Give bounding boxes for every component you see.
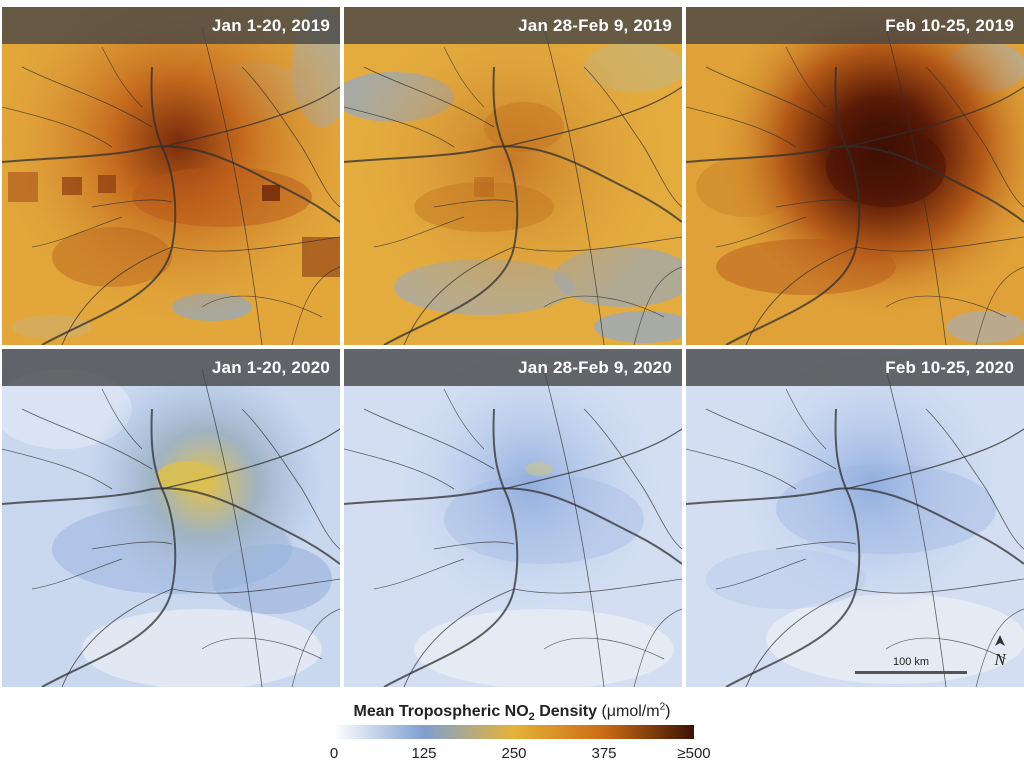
north-symbol: N xyxy=(993,650,1007,669)
map-panel-jan1-20-2020: Jan 1-20, 2020 xyxy=(2,349,340,687)
legend-unit-sup: 2 xyxy=(659,702,666,713)
no2-map xyxy=(2,349,340,687)
panel-label-bar: Jan 28-Feb 9, 2019 xyxy=(344,7,682,44)
no2-map xyxy=(2,7,340,345)
legend-tick-label: 0 xyxy=(329,745,339,762)
scale-bar-label: 100 km xyxy=(892,656,930,668)
north-arrow-icon: N xyxy=(993,635,1007,669)
legend-tick-label: ≥500 xyxy=(677,745,711,762)
panel-label-bar: Jan 1-20, 2020 xyxy=(2,349,340,386)
legend-tick-label: 125 xyxy=(411,745,437,762)
legend-title: Mean Tropospheric NO2 Density (μmol/m2) xyxy=(0,702,1024,724)
no2-map xyxy=(344,349,682,687)
no2-map xyxy=(344,7,682,345)
legend-title-rest: Density xyxy=(534,703,602,721)
legend-unit-close: ) xyxy=(665,703,671,721)
no2-map xyxy=(686,349,1024,687)
panel-date-label: Feb 10-25, 2020 xyxy=(885,357,1014,377)
panel-label-bar: Jan 28-Feb 9, 2020 xyxy=(344,349,682,386)
scale-bar: 100 km xyxy=(841,656,981,674)
panel-date-label: Jan 28-Feb 9, 2019 xyxy=(518,15,672,35)
panel-label-bar: Feb 10-25, 2020 xyxy=(686,349,1024,386)
map-panel-feb10-25-2020: Feb 10-25, 2020 100 km N xyxy=(686,349,1024,687)
panel-date-label: Jan 28-Feb 9, 2020 xyxy=(518,357,672,377)
legend-tick-label: 250 xyxy=(501,745,527,762)
panel-label-bar: Feb 10-25, 2019 xyxy=(686,7,1024,44)
map-panel-feb10-25-2019: Feb 10-25, 2019 xyxy=(686,7,1024,345)
legend-title-main: Mean Tropospheric NO xyxy=(353,703,529,721)
panel-date-label: Jan 1-20, 2019 xyxy=(211,15,330,35)
legend-color-ramp xyxy=(334,725,694,739)
panel-date-label: Feb 10-25, 2019 xyxy=(885,15,1014,35)
scale-bar-line xyxy=(855,671,967,674)
legend-title-sub: 2 xyxy=(528,711,535,724)
legend-tick-label: 375 xyxy=(591,745,617,762)
map-panel-jan1-20-2019: Jan 1-20, 2019 xyxy=(2,7,340,345)
no2-map xyxy=(686,7,1024,345)
panel-date-label: Jan 1-20, 2020 xyxy=(211,357,330,377)
map-panel-jan28-feb9-2020: Jan 28-Feb 9, 2020 xyxy=(344,349,682,687)
map-panel-jan28-feb9-2019: Jan 28-Feb 9, 2019 xyxy=(344,7,682,345)
legend-ticks: 0 125 250 375 ≥500 xyxy=(330,745,711,765)
legend-unit-open: (μmol/m xyxy=(601,703,660,721)
legend-unit: (μmol/m2) xyxy=(601,702,671,721)
panel-label-bar: Jan 1-20, 2019 xyxy=(2,7,340,44)
